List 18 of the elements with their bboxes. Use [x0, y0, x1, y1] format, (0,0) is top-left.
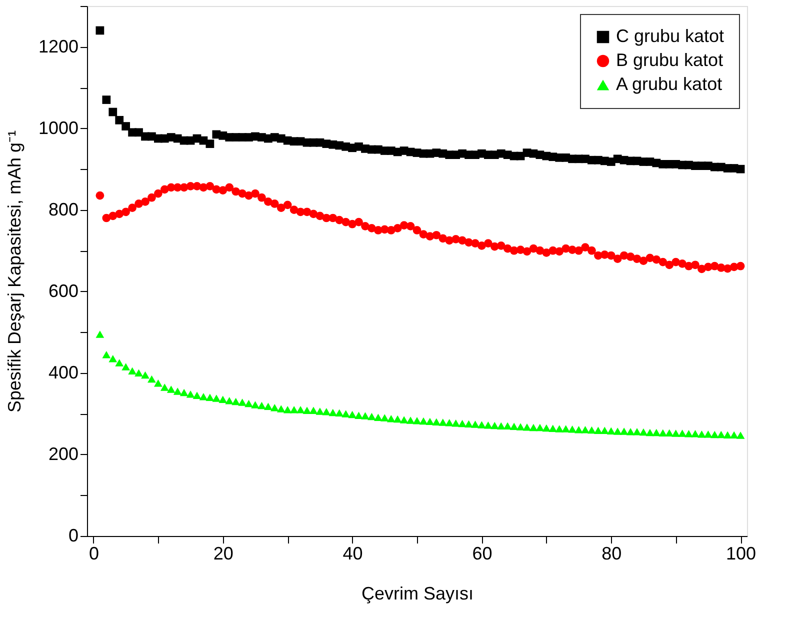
- legend-label: B grubu katot: [616, 50, 724, 70]
- y-tick-label: 0: [68, 526, 78, 546]
- x-tick-label: 0: [88, 544, 99, 564]
- y-tick-label: 800: [48, 199, 78, 220]
- x-tick-label: 80: [602, 544, 622, 564]
- y-tick-label: 600: [48, 280, 78, 301]
- y-axis-title: Spesifik Deşarj Kapasitesi, mAh g⁻¹: [4, 130, 24, 413]
- y-tick-label: 400: [48, 362, 78, 382]
- legend-label: C grubu katot: [616, 26, 724, 46]
- legend-label: A grubu katot: [616, 74, 722, 94]
- y-tick-label: 200: [48, 444, 78, 464]
- x-tick-label: 60: [472, 544, 492, 564]
- x-tick-label: 20: [213, 544, 234, 564]
- y-tick-label: 1200: [38, 36, 78, 56]
- x-tick-label: 40: [342, 544, 363, 564]
- x-axis-title: Çevrim Sayısı: [361, 584, 474, 604]
- y-tick-label: 1000: [38, 118, 78, 138]
- x-tick-label: 100: [726, 544, 756, 564]
